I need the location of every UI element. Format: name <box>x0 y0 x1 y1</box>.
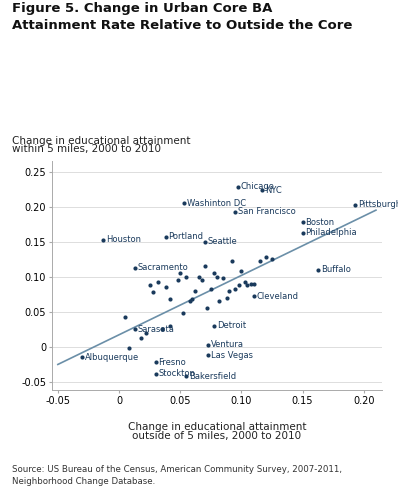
Point <box>257 258 263 265</box>
Point <box>204 305 210 312</box>
Point <box>234 183 241 191</box>
Point <box>132 325 138 333</box>
Point <box>138 335 144 343</box>
Text: San Francisco: San Francisco <box>238 207 296 216</box>
Text: Albuquerque: Albuquerque <box>85 353 139 362</box>
Text: Ventura: Ventura <box>211 340 244 349</box>
Point <box>79 353 86 361</box>
Point <box>100 236 106 244</box>
Point <box>162 284 169 291</box>
Point <box>220 274 226 282</box>
Point <box>250 280 257 288</box>
Point <box>126 345 132 352</box>
Point <box>201 238 208 245</box>
Point <box>152 370 159 378</box>
Text: Seattle: Seattle <box>207 237 237 246</box>
Point <box>167 295 174 303</box>
Text: Chicago: Chicago <box>240 183 274 191</box>
Point <box>192 287 198 295</box>
Point <box>122 314 128 322</box>
Text: Houston: Houston <box>106 235 141 244</box>
Text: Portland: Portland <box>168 232 203 241</box>
Text: NYC: NYC <box>265 186 282 195</box>
Point <box>250 292 257 300</box>
Point <box>205 341 211 349</box>
Point <box>146 281 153 289</box>
Text: Sarasota: Sarasota <box>138 325 175 334</box>
Point <box>187 297 193 305</box>
Point <box>232 285 238 293</box>
Text: Stockton: Stockton <box>158 369 195 378</box>
Text: Change in educational attainment: Change in educational attainment <box>12 137 190 146</box>
Text: Detroit: Detroit <box>217 322 246 330</box>
Text: Fresno: Fresno <box>158 358 186 367</box>
Point <box>269 255 275 263</box>
Point <box>152 359 159 366</box>
Point <box>299 229 306 237</box>
Text: within 5 miles, 2000 to 2010: within 5 miles, 2000 to 2010 <box>12 144 161 154</box>
Point <box>315 266 322 274</box>
Point <box>259 186 265 194</box>
Point <box>143 329 149 337</box>
Text: Cleveland: Cleveland <box>256 292 298 301</box>
Point <box>189 295 196 303</box>
Point <box>242 279 248 286</box>
Text: Source: US Bureau of the Census, American Community Survey, 2007-2011,
Neighborh: Source: US Bureau of the Census, America… <box>12 466 342 486</box>
Text: outside of 5 miles, 2000 to 2010: outside of 5 miles, 2000 to 2010 <box>133 431 301 441</box>
Text: Washinton DC: Washinton DC <box>187 199 246 207</box>
Text: Sacramento: Sacramento <box>138 263 189 272</box>
Point <box>226 287 232 295</box>
Point <box>175 276 181 284</box>
Point <box>232 207 238 215</box>
Point <box>181 199 187 207</box>
Text: Change in educational attainment: Change in educational attainment <box>128 422 306 432</box>
Text: Boston: Boston <box>305 218 334 226</box>
Point <box>195 273 202 281</box>
Point <box>216 297 222 305</box>
Text: Buffalo: Buffalo <box>321 265 351 274</box>
Point <box>205 351 211 359</box>
Point <box>228 258 235 265</box>
Point <box>183 273 189 281</box>
Point <box>150 288 156 296</box>
Point <box>162 233 169 241</box>
Point <box>201 263 208 270</box>
Point <box>244 281 251 289</box>
Point <box>199 276 205 284</box>
Point <box>214 273 220 281</box>
Point <box>263 253 269 261</box>
Point <box>208 285 214 293</box>
Point <box>224 294 230 302</box>
Point <box>238 267 244 275</box>
Text: Las Vegas: Las Vegas <box>211 351 253 360</box>
Text: Pittsburgh: Pittsburgh <box>358 200 398 209</box>
Point <box>352 201 358 208</box>
Point <box>159 325 165 333</box>
Point <box>179 309 186 317</box>
Text: Philadelphia: Philadelphia <box>305 228 357 237</box>
Point <box>183 372 189 380</box>
Text: Bakersfield: Bakersfield <box>189 372 236 381</box>
Text: Figure 5. Change in Urban Core BA
Attainment Rate Relative to Outside the Core: Figure 5. Change in Urban Core BA Attain… <box>12 2 352 32</box>
Point <box>248 280 254 288</box>
Point <box>132 264 138 271</box>
Point <box>177 269 183 277</box>
Point <box>167 322 174 330</box>
Point <box>299 218 306 226</box>
Point <box>236 281 242 289</box>
Point <box>211 269 218 277</box>
Point <box>211 322 218 330</box>
Point <box>155 279 161 286</box>
